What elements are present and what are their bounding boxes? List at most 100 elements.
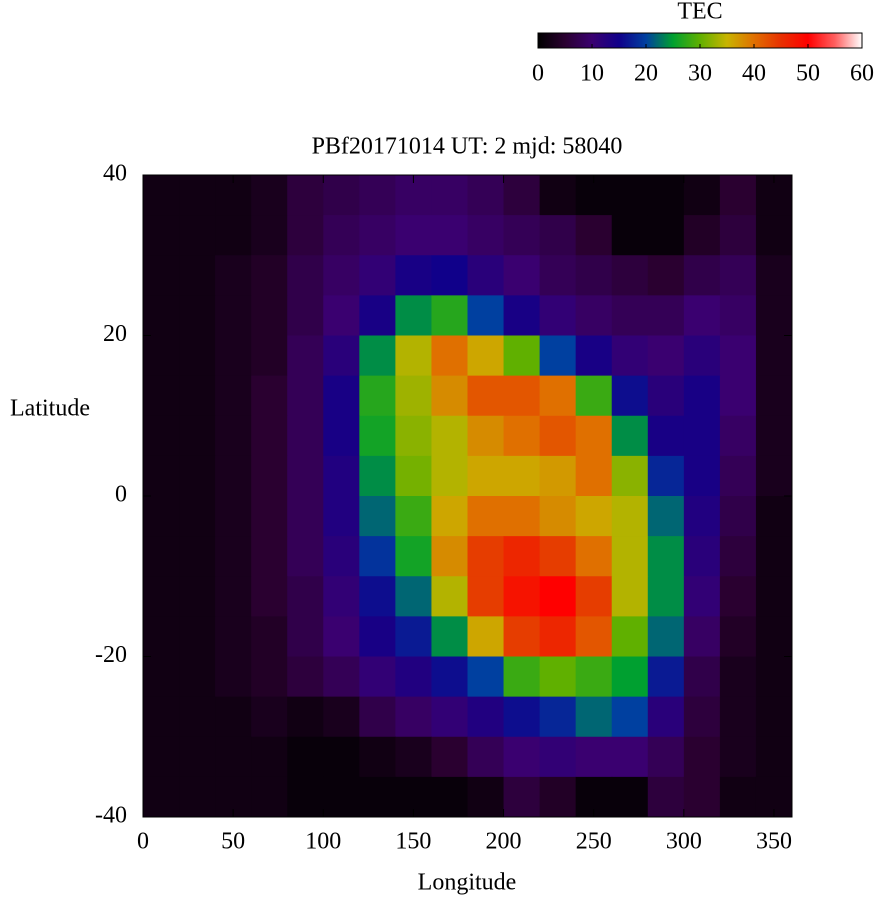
heatmap-cell xyxy=(755,415,793,457)
heatmap-cell xyxy=(503,335,541,377)
heatmap-cell xyxy=(323,776,360,818)
heatmap-cell xyxy=(431,215,468,256)
heatmap-cell xyxy=(323,375,360,417)
heatmap-cell xyxy=(323,255,360,296)
heatmap-cell xyxy=(179,736,216,778)
heatmap-cell xyxy=(575,496,613,537)
heatmap-cell xyxy=(503,255,541,296)
heatmap-cell xyxy=(431,576,468,617)
heatmap-cell xyxy=(287,776,324,818)
heatmap-cell xyxy=(719,696,757,738)
y-tick-label: -20 xyxy=(95,642,127,668)
heatmap-cell xyxy=(395,616,432,657)
x-tick-label: 50 xyxy=(221,829,245,855)
heatmap-cell xyxy=(395,295,432,336)
heatmap-cell xyxy=(683,215,721,256)
heatmap-cell xyxy=(359,576,396,617)
heatmap-cell xyxy=(251,255,288,296)
heatmap-cell xyxy=(251,175,288,216)
heatmap-cell xyxy=(755,696,793,738)
x-axis-label: Longitude xyxy=(418,870,517,896)
heatmap-cell xyxy=(359,776,396,818)
heatmap-cell xyxy=(395,736,432,778)
heatmap-cell xyxy=(575,616,613,657)
heatmap-cell xyxy=(755,616,793,657)
heatmap-cell xyxy=(755,736,793,778)
heatmap-cell xyxy=(719,656,757,698)
heatmap-cell xyxy=(683,576,721,617)
heatmap-cell xyxy=(611,335,649,377)
heatmap-cell xyxy=(503,455,541,497)
heatmap-cell xyxy=(287,295,324,336)
heatmap-cell xyxy=(539,375,577,417)
heatmap-cell xyxy=(287,576,324,617)
heatmap-cell xyxy=(683,335,721,377)
heatmap-cell xyxy=(143,576,180,617)
heatmap-cell xyxy=(647,215,685,256)
heatmap-cell xyxy=(611,656,649,698)
heatmap-cell xyxy=(755,295,793,336)
heatmap-cell xyxy=(251,335,288,377)
heatmap-cell xyxy=(503,736,541,778)
heatmap-cell xyxy=(287,335,324,377)
heatmap-cell xyxy=(503,616,541,657)
heatmap-cell xyxy=(611,175,649,216)
heatmap-cell xyxy=(143,175,180,216)
heatmap-cell xyxy=(359,215,396,256)
y-tick-label: 40 xyxy=(103,161,127,187)
heatmap-cell xyxy=(287,175,324,216)
heatmap-cell xyxy=(683,375,721,417)
heatmap-cell xyxy=(395,375,432,417)
heatmap-cell xyxy=(719,576,757,617)
heatmap-cell xyxy=(503,215,541,256)
heatmap-cell xyxy=(611,415,649,457)
heatmap-cell xyxy=(359,375,396,417)
heatmap-cell xyxy=(431,335,468,377)
colorbar-tick-label: 50 xyxy=(796,61,820,87)
heatmap-cell xyxy=(359,696,396,738)
heatmap-cell xyxy=(683,696,721,738)
heatmap-cell xyxy=(647,175,685,216)
heatmap-cell xyxy=(323,295,360,336)
heatmap-cell xyxy=(179,696,216,738)
heatmap-cell xyxy=(143,776,180,818)
heatmap-cell xyxy=(539,295,577,336)
heatmap-cell xyxy=(503,375,541,417)
heatmap-cell xyxy=(395,656,432,698)
heatmap-cell xyxy=(647,616,685,657)
heatmap-cell xyxy=(539,536,577,577)
heatmap-cell xyxy=(539,736,577,778)
heatmap-cell xyxy=(143,656,180,698)
heatmap-cell xyxy=(395,496,432,537)
heatmap-cell xyxy=(575,536,613,577)
heatmap-cell xyxy=(323,496,360,537)
heatmap-cell xyxy=(179,175,216,216)
heatmap-cell xyxy=(287,696,324,738)
heatmap-cell xyxy=(539,776,577,818)
heatmap-cell xyxy=(539,415,577,457)
heatmap-cell xyxy=(431,455,468,497)
heatmap-cell xyxy=(287,736,324,778)
heatmap-cell xyxy=(431,656,468,698)
heatmap-cell xyxy=(683,616,721,657)
heatmap-cell xyxy=(755,335,793,377)
heatmap-cell xyxy=(755,375,793,417)
heatmap-cell xyxy=(719,455,757,497)
heatmap-cell xyxy=(719,616,757,657)
heatmap-cell xyxy=(215,736,252,778)
heatmap-cell xyxy=(539,175,577,216)
heatmap-cell xyxy=(431,295,468,336)
heatmap-cell xyxy=(287,656,324,698)
heatmap-cell xyxy=(647,656,685,698)
heatmap-cell xyxy=(503,415,541,457)
heatmap-cell xyxy=(539,616,577,657)
heatmap-cell xyxy=(179,215,216,256)
colorbar-tick-label: 0 xyxy=(532,61,544,87)
heatmap-cell xyxy=(143,616,180,657)
heatmap-cell xyxy=(719,295,757,336)
heatmap-cell xyxy=(251,736,288,778)
heatmap-cell xyxy=(287,415,324,457)
heatmap-cell xyxy=(359,335,396,377)
heatmap-cell xyxy=(143,375,180,417)
